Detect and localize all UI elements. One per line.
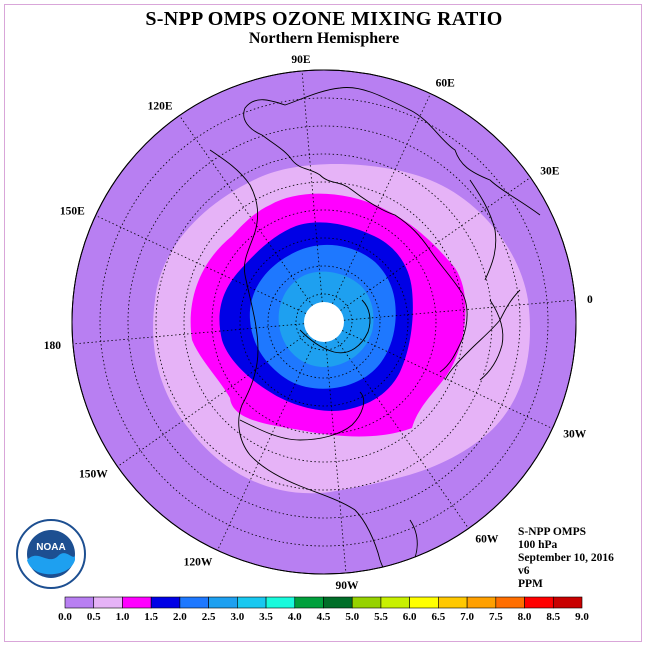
colorbar-swatch bbox=[208, 596, 238, 609]
meridian-line bbox=[341, 330, 553, 429]
info-level: 100 hPa bbox=[518, 539, 558, 551]
longitude-label: 150W bbox=[79, 468, 108, 480]
colorbar-swatch bbox=[552, 596, 583, 609]
meridian-line bbox=[335, 338, 469, 529]
colorbar-tick-label: 1.0 bbox=[116, 611, 130, 623]
colorbar-tick-label: 5.5 bbox=[374, 611, 388, 623]
longitude-labels: 90E 60E 30E 0 30W 60W 90W 120W 150W 180 150E 120E bbox=[44, 54, 593, 592]
info-version: v6 bbox=[518, 565, 530, 577]
longitude-label: 90E bbox=[291, 54, 311, 66]
colorbar-swatch bbox=[179, 596, 209, 609]
meridian-line bbox=[325, 341, 347, 574]
colorbar-tick-label: 5.0 bbox=[345, 611, 359, 623]
meridian-lines bbox=[72, 70, 576, 574]
meridian-line bbox=[332, 93, 431, 305]
colorbar-swatch bbox=[438, 596, 468, 609]
colorbar-tick-label: 4.0 bbox=[288, 611, 302, 623]
meridian-line bbox=[301, 70, 323, 303]
meridian-line bbox=[340, 177, 531, 311]
longitude-label: 120W bbox=[184, 556, 213, 568]
meridian-line bbox=[217, 339, 316, 551]
info-panel: S-NPP OMPS 100 hPa September 10, 2016 v6… bbox=[518, 526, 614, 591]
colorbar-swatch bbox=[524, 596, 554, 609]
colorbar-swatch bbox=[237, 596, 267, 609]
longitude-label: 90W bbox=[336, 580, 360, 592]
colorbar-tick-label: 2.5 bbox=[202, 611, 216, 623]
longitude-label: 60W bbox=[475, 533, 499, 545]
longitude-label: 120E bbox=[148, 101, 173, 113]
noaa-logo-text: NOAA bbox=[36, 542, 65, 553]
colorbar-swatch bbox=[64, 596, 95, 609]
colorbar-swatch bbox=[466, 596, 497, 609]
info-units: PPM bbox=[518, 578, 543, 590]
colorbar-tick-label: 8.0 bbox=[518, 611, 532, 623]
colorbar-tick-label: 6.5 bbox=[432, 611, 446, 623]
colorbar-swatch bbox=[495, 596, 525, 609]
colorbar-tick-label: 8.5 bbox=[546, 611, 560, 623]
longitude-label: 0 bbox=[587, 294, 593, 306]
latitude-circles bbox=[99, 97, 549, 547]
noaa-logo: NOAA bbox=[16, 519, 86, 589]
coastlines bbox=[209, 87, 541, 574]
colorbar-tick-label: 0.5 bbox=[87, 611, 101, 623]
longitude-label: 30E bbox=[540, 166, 560, 178]
colorbar-tick-label: 3.0 bbox=[230, 611, 244, 623]
colorbar-swatch bbox=[380, 596, 410, 609]
meridian-line bbox=[179, 115, 313, 306]
colorbar-swatch bbox=[409, 596, 439, 609]
longitude-label: 30W bbox=[563, 429, 587, 441]
colorbar-swatch bbox=[122, 596, 152, 609]
meridian-line bbox=[117, 333, 308, 467]
no-data-polar-cap bbox=[304, 302, 344, 342]
colorbar-swatch bbox=[323, 596, 353, 609]
figure-frame bbox=[4, 4, 642, 642]
info-date: September 10, 2016 bbox=[518, 552, 614, 564]
colorbar-tick-label: 7.0 bbox=[460, 611, 474, 623]
info-instrument: S-NPP OMPS bbox=[518, 526, 587, 538]
colorbar-swatch bbox=[265, 596, 296, 609]
colorbar-swatch bbox=[351, 596, 382, 609]
colorbar-tick-label: 7.5 bbox=[489, 611, 503, 623]
longitude-label: 180 bbox=[44, 340, 62, 352]
colorbar-tick-label: 0.0 bbox=[58, 611, 72, 623]
map-title: S-NPP OMPS OZONE MIXING RATIO bbox=[145, 8, 503, 30]
meridian-line bbox=[343, 299, 576, 321]
colorbar-tick-label: 4.5 bbox=[317, 611, 331, 623]
colorbar-tick-label: 2.0 bbox=[173, 611, 187, 623]
colorbar-tick-label: 6.0 bbox=[403, 611, 417, 623]
map-subtitle: Northern Hemisphere bbox=[248, 30, 400, 47]
colorbar-swatch bbox=[294, 596, 324, 609]
longitude-label: 60E bbox=[436, 78, 456, 90]
colorbar-swatch bbox=[150, 596, 181, 609]
meridian-line bbox=[95, 215, 307, 314]
colorbar-swatch bbox=[93, 596, 123, 609]
colorbar-tick-label: 1.5 bbox=[144, 611, 158, 623]
colorbar-tick-label: 9.0 bbox=[575, 611, 589, 623]
colorbar: 0.0 0.5 1.0 1.5 2.0 2.5 3.0 3.5 4.0 4.5 5.0 5.5 6.0 6… bbox=[58, 596, 589, 623]
meridian-line bbox=[72, 323, 305, 345]
longitude-label: 150E bbox=[60, 205, 85, 217]
colorbar-tick-label: 3.5 bbox=[259, 611, 273, 623]
